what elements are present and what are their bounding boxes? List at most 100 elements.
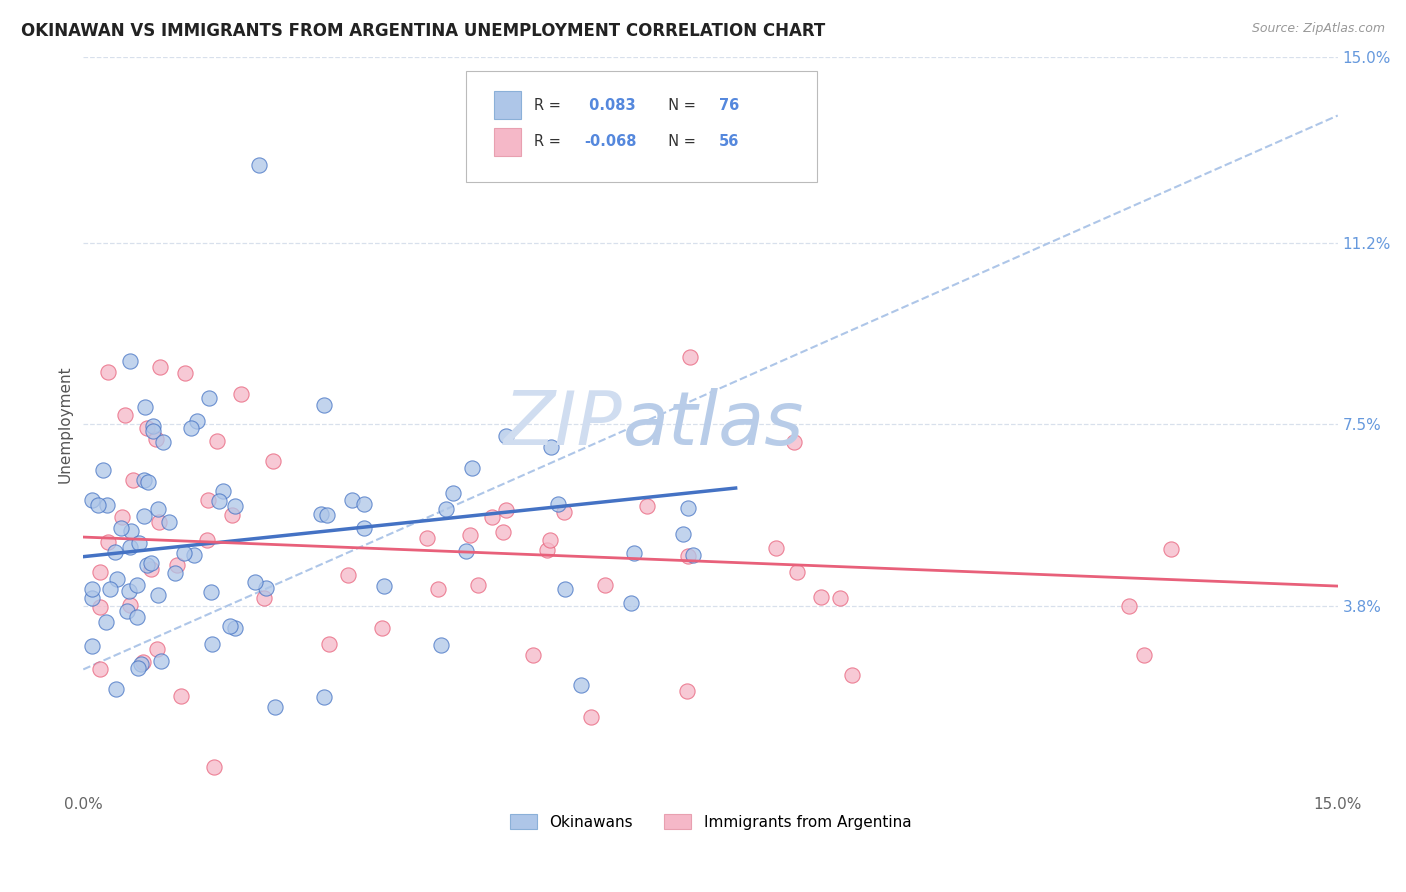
Point [373,579,395,593]
Point [89,600,111,615]
Point [125,609,148,624]
Point [134,400,156,414]
Point [170,690,193,704]
Point [536,542,558,557]
Point [166,558,188,572]
Text: N =: N = [659,98,700,112]
Point [96,615,118,630]
Point [786,565,808,579]
Text: N =: N = [659,135,700,150]
Point [149,360,172,375]
Point [152,435,174,450]
Text: Source: ZipAtlas.com: Source: ZipAtlas.com [1251,22,1385,36]
Text: 0.083: 0.083 [583,98,636,112]
Point [461,461,484,475]
Point [138,475,160,489]
Point [148,516,170,530]
Point [569,678,592,692]
Point [132,473,155,487]
Point [620,596,643,610]
Point [142,418,165,433]
Point [104,545,127,559]
Bar [494,128,522,156]
Point [146,641,169,656]
Point [197,493,219,508]
Point [672,527,695,541]
Point [318,637,340,651]
Point [98,582,121,596]
Point [139,561,162,575]
Point [253,591,276,605]
Point [121,473,143,487]
Text: R =: R = [534,135,565,150]
Point [430,639,453,653]
Point [186,413,208,427]
Point [149,654,172,668]
Point [120,524,142,538]
Point [104,682,127,697]
Point [198,391,221,405]
Point [180,421,202,435]
Point [309,507,332,521]
Point [841,668,863,682]
Point [145,432,167,446]
Point [679,351,702,365]
Point [128,536,150,550]
Point [434,501,457,516]
Point [127,661,149,675]
Point [110,510,132,524]
Point [371,621,394,635]
Point [146,588,169,602]
Point [492,524,515,539]
Point [495,428,517,442]
Point [80,639,103,653]
Point [201,637,224,651]
Text: -0.068: -0.068 [583,135,637,150]
Point [782,435,804,450]
Point [538,533,561,547]
Point [262,454,284,468]
Point [254,581,277,595]
Point [676,684,699,698]
Point [1133,648,1156,663]
Point [416,531,439,545]
Point [173,546,195,560]
Point [810,591,832,605]
Point [247,157,270,171]
Point [458,528,481,542]
Point [547,497,569,511]
Point [441,486,464,500]
Point [200,585,222,599]
Point [553,505,575,519]
Point [96,535,118,549]
FancyBboxPatch shape [465,71,817,182]
Point [118,598,141,612]
Point [676,549,699,563]
Point [224,621,246,635]
Point [118,583,141,598]
Point [173,366,195,380]
Point [202,760,225,774]
Point [336,567,359,582]
Point [211,483,233,498]
Point [1160,542,1182,557]
Point [682,549,704,563]
Point [676,501,699,516]
Point [1118,599,1140,613]
Point [426,582,449,597]
Text: 56: 56 [720,135,740,150]
Text: R =: R = [534,98,565,112]
Point [495,502,517,516]
Point [80,492,103,507]
Text: 76: 76 [720,98,740,112]
Point [86,498,108,512]
Point [353,497,375,511]
Legend: Okinawans, Immigrants from Argentina: Okinawans, Immigrants from Argentina [503,807,917,836]
Point [129,657,152,672]
Point [97,365,120,379]
Point [312,398,335,412]
Point [142,424,165,438]
Point [522,648,544,663]
Point [456,544,478,558]
Point [110,521,132,535]
